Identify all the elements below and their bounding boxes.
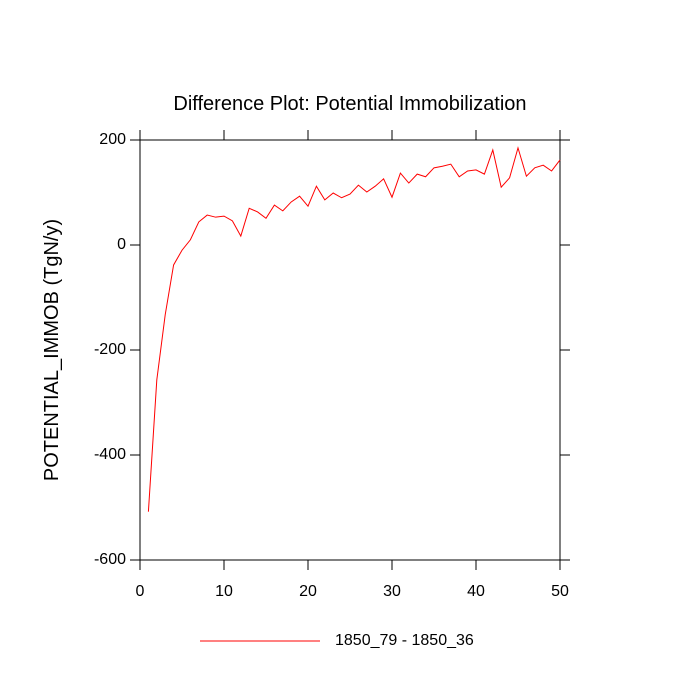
data-line — [147, 146, 561, 512]
y-tick-label: 0 — [117, 236, 126, 253]
y-tick-label: -200 — [94, 341, 126, 358]
plot-frame — [139, 139, 561, 561]
y-axis-label: POTENTIAL_IMMOB (TgN/y) — [41, 219, 63, 481]
y-tick-label: -600 — [94, 551, 126, 568]
legend-label: 1850_79 - 1850_36 — [335, 632, 474, 649]
x-tick-label: 30 — [383, 583, 401, 600]
x-tick-label: 40 — [467, 583, 485, 600]
x-tick-label: 0 — [136, 583, 145, 600]
x-tick-label: 10 — [215, 583, 233, 600]
x-tick-label: 20 — [299, 583, 317, 600]
y-tick-label: -400 — [94, 446, 126, 463]
chart-title: Difference Plot: Potential Immobilizatio… — [173, 93, 526, 115]
x-tick-label: 50 — [551, 583, 569, 600]
y-tick-label: 200 — [99, 131, 126, 148]
